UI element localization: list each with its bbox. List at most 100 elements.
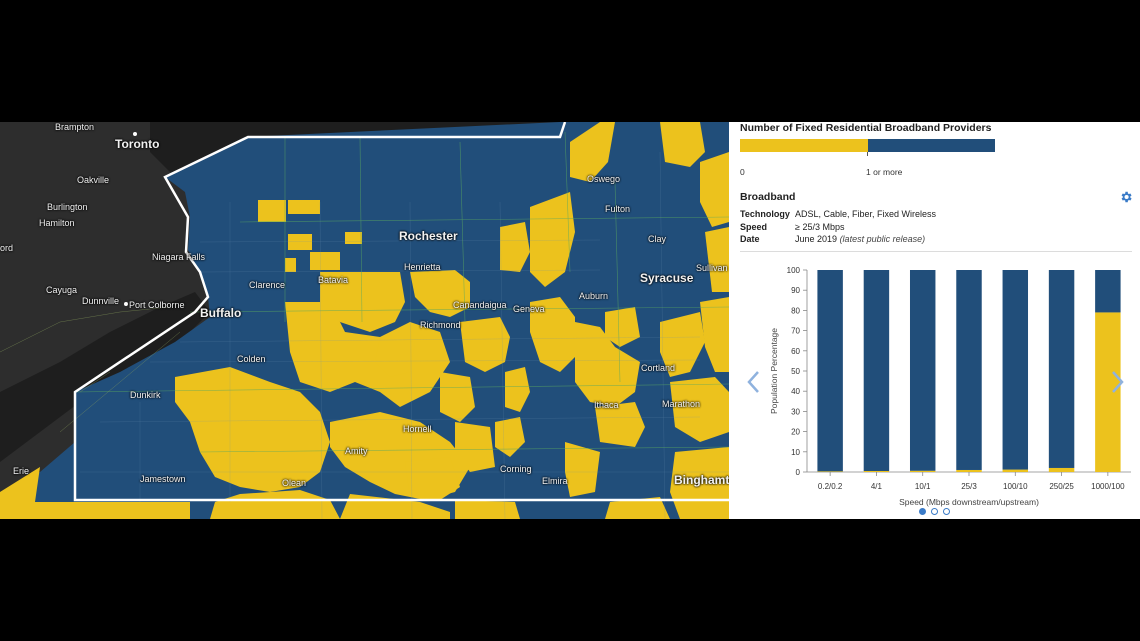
city-label: Clay	[648, 234, 667, 244]
canada-borders	[0, 306, 181, 433]
bar-segment	[909, 470, 936, 472]
city-label: Binghamton	[674, 473, 729, 487]
city-label: Cayuga	[46, 285, 78, 295]
meta-key: Speed	[740, 222, 768, 232]
city-dot	[124, 302, 128, 306]
county-borders	[74, 131, 729, 453]
city-label: Ithaca	[594, 400, 619, 410]
chevron-right-icon[interactable]	[1107, 368, 1127, 396]
legend-swatch-one-or-more	[868, 139, 995, 152]
bar-segment	[863, 270, 890, 471]
choropleth-map[interactable]	[0, 122, 729, 519]
legend-swatch-zero	[740, 139, 868, 152]
city-label: Geneva	[513, 304, 545, 314]
city-label: Corning	[500, 464, 532, 474]
city-label: Hamilton	[39, 218, 75, 228]
x-tick-label: 10/1	[915, 482, 931, 491]
county-borders-thin	[80, 151, 729, 519]
meta-value: ≥ 25/3 Mbps	[795, 222, 845, 232]
carousel-dot[interactable]	[943, 508, 950, 515]
map-panel[interactable]: Brampton Toronto Oakville Burlington Ham…	[0, 122, 729, 519]
carousel-dot[interactable]	[931, 508, 938, 515]
y-tick-label: 40	[791, 387, 800, 396]
x-tick-label: 0.2/0.2	[818, 482, 843, 491]
city-label: Richmond	[420, 320, 461, 330]
viewport: Brampton Toronto Oakville Burlington Ham…	[0, 122, 1140, 519]
yellow-regions	[0, 122, 729, 519]
bar-segment	[863, 470, 890, 472]
bar-segment	[1048, 467, 1075, 472]
city-label: Port Colborne	[129, 300, 185, 310]
carousel-dot[interactable]	[919, 508, 926, 515]
city-label: Jamestown	[140, 474, 186, 484]
x-axis-label: Speed (Mbps downstream/upstream)	[899, 497, 1039, 507]
city-label: Amity	[345, 446, 368, 456]
bar-segment	[817, 270, 843, 472]
y-tick-label: 50	[791, 367, 800, 376]
y-axis-label: Population Percentage	[769, 328, 779, 414]
x-tick-label: 4/1	[871, 482, 883, 491]
y-tick-label: 60	[791, 347, 800, 356]
legend-tick	[867, 152, 868, 156]
city-label: Batavia	[318, 275, 349, 285]
y-tick-label: 100	[787, 266, 801, 275]
y-tick-label: 20	[791, 428, 800, 437]
bar-segment	[956, 270, 982, 470]
y-tick-label: 0	[796, 468, 801, 477]
bar-segment	[1095, 312, 1121, 472]
x-tick-label: 25/3	[961, 482, 977, 491]
bar-segment	[1002, 469, 1029, 472]
city-label: Hornell	[403, 424, 432, 434]
meta-key: Technology	[740, 209, 790, 219]
city-label: Syracuse	[640, 271, 694, 285]
section-title-broadband: Broadband	[740, 191, 796, 203]
bar-segment	[817, 471, 843, 472]
y-tick-label: 80	[791, 306, 800, 315]
city-label: Burlington	[47, 202, 88, 212]
y-tick-label: 30	[791, 407, 800, 416]
population-speed-chart: 0 10 20 30 40 50 60 70 80 90 100 0.2/0.2 4/1 10/1 25/3…	[769, 266, 1131, 507]
city-label: Henrietta	[404, 262, 441, 272]
lake-erie	[0, 292, 210, 462]
y-tick-label: 10	[791, 448, 800, 457]
city-label: Canandaigua	[453, 300, 507, 310]
city-label: Cortland	[641, 363, 676, 373]
city-label: Colden	[237, 354, 266, 364]
meta-value: June 2019 (latest public release)	[795, 234, 925, 244]
city-label: Oswego	[587, 174, 621, 184]
divider	[740, 251, 1132, 252]
bar-segment	[956, 469, 982, 472]
meta-date: Date June 2019 (latest public release)	[740, 234, 925, 244]
gear-icon[interactable]	[1119, 190, 1133, 204]
city-label: Niagara Falls	[152, 252, 206, 262]
x-tick-label: 100/10	[1003, 482, 1028, 491]
city-label: Erie	[13, 466, 30, 476]
legend-title: Number of Fixed Residential Broadband Pr…	[740, 122, 992, 134]
bar-segment	[1002, 270, 1029, 470]
bar-segment	[1095, 270, 1121, 313]
meta-value: ADSL, Cable, Fiber, Fixed Wireless	[795, 209, 937, 219]
date-value: June 2019	[795, 234, 838, 244]
bar-segment	[909, 270, 936, 471]
info-panel: Number of Fixed Residential Broadband Pr…	[729, 122, 1140, 519]
city-label: Olean	[282, 478, 307, 488]
bar-segment	[1048, 270, 1075, 468]
city-label: Sullivan	[696, 263, 728, 273]
city-label: ord	[0, 243, 14, 253]
city-label: Oakville	[77, 175, 110, 185]
city-label: Toronto	[115, 137, 160, 151]
meta-key: Date	[740, 234, 760, 244]
city-label: Marathon	[662, 399, 701, 409]
meta-speed: Speed ≥ 25/3 Mbps	[740, 222, 844, 232]
x-tick-label: 250/25	[1049, 482, 1074, 491]
city-label: Dunnville	[82, 296, 120, 306]
study-area-boundary	[73, 122, 729, 502]
city-label: Fulton	[605, 204, 631, 214]
meta-technology: Technology ADSL, Cable, Fiber, Fixed Wire…	[740, 209, 936, 219]
y-tick-label: 90	[791, 286, 800, 295]
city-label: Brampton	[55, 122, 95, 132]
city-label: Clarence	[249, 280, 286, 290]
chevron-left-icon[interactable]	[744, 368, 764, 396]
city-label: Rochester	[399, 229, 458, 243]
city-label: Elmira	[542, 476, 568, 486]
